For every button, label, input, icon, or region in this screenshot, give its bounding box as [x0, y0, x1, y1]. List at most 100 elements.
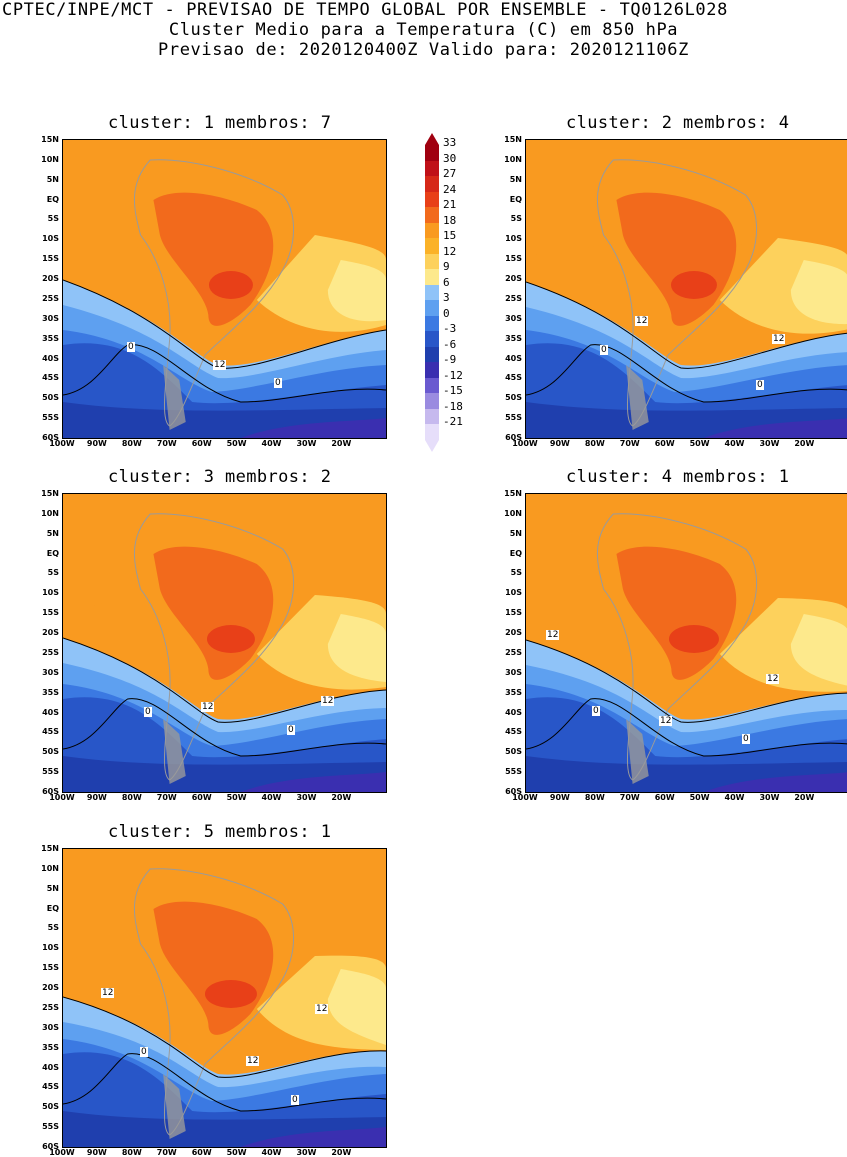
panel-title: cluster: 1 membros: 7 — [108, 113, 332, 133]
colorbar-label: -3 — [443, 322, 457, 335]
lon-tick-label: 30W — [296, 439, 317, 448]
colorbar-label: -21 — [443, 415, 463, 428]
colorbar-label: 9 — [443, 260, 450, 273]
temperature-map: 12 12 0 0 — [62, 493, 387, 793]
lon-tick-label: 20W — [794, 793, 815, 802]
contour-label: 0 — [144, 707, 152, 717]
contour-label: 0 — [592, 706, 600, 716]
lon-tick-label: 90W — [86, 439, 107, 448]
lat-tick-label: 55S — [505, 767, 522, 777]
colorbar-label: 30 — [443, 151, 457, 165]
lat-tick-label: 20S — [42, 983, 59, 993]
lon-tick-label: 50W — [226, 1148, 247, 1157]
colorbar-label: 6 — [443, 275, 450, 289]
lat-tick-label: 10N — [41, 154, 59, 164]
lat-tick-label: 25S — [505, 293, 522, 303]
lat-tick-label: 10S — [42, 943, 59, 953]
lat-tick-label: 5S — [47, 568, 59, 578]
lon-tick-label: 20W — [794, 439, 815, 448]
lon-tick-label: 50W — [689, 793, 710, 802]
lon-tick-label: 90W — [549, 439, 570, 448]
lat-tick-label: 5S — [510, 568, 522, 578]
colorbar-swatch — [425, 222, 439, 238]
lat-tick-label: 10N — [41, 508, 59, 518]
lon-tick-label: 100W — [49, 439, 75, 448]
lon-tick-label: 100W — [512, 793, 538, 802]
lat-tick-label: 30S — [42, 1022, 59, 1032]
temperature-map: 12 12 12 0 0 — [62, 848, 387, 1148]
lat-tick-label: 15S — [505, 608, 522, 618]
lat-tick-label: 10S — [42, 588, 59, 598]
colorbar-swatch — [425, 176, 439, 192]
header-dates: Previsao de: 2020120400Z Valido para: 20… — [158, 40, 689, 60]
lat-tick-label: 5N — [509, 528, 522, 538]
contour-label: 0 — [287, 725, 295, 735]
lat-tick-label: 10S — [505, 588, 522, 598]
colorbar-swatch — [425, 346, 439, 362]
colorbar-label: -15 — [443, 384, 463, 397]
lon-tick-label: 100W — [49, 1148, 75, 1157]
contour-label: 12 — [213, 360, 227, 370]
lat-tick-label: 15S — [42, 963, 59, 973]
lat-tick-label: 5S — [510, 214, 522, 224]
lat-tick-label: 35S — [42, 333, 59, 343]
colorbar-label: 27 — [443, 167, 457, 180]
lon-tick-label: 80W — [121, 793, 142, 802]
contour-label: 12 — [766, 674, 780, 684]
lat-tick-label: 50S — [42, 1102, 59, 1112]
colorbar-label: 18 — [443, 213, 457, 227]
lon-tick-label: 40W — [724, 793, 745, 802]
lat-tick-label: 15S — [42, 254, 59, 264]
lat-tick-label: 15N — [504, 489, 522, 498]
lat-tick-label: EQ — [509, 548, 522, 558]
lon-tick-label: 40W — [261, 793, 282, 802]
lon-tick-label: 60W — [654, 793, 675, 802]
lat-tick-label: 50S — [505, 393, 522, 403]
colorbar-label: -12 — [443, 368, 463, 382]
lat-tick-label: 60S — [42, 1142, 59, 1151]
colorbar-swatch — [425, 284, 439, 300]
lat-tick-label: 30S — [505, 313, 522, 323]
colorbar-label: 21 — [443, 198, 457, 211]
lat-tick-label: 25S — [42, 293, 59, 303]
colorbar-swatch — [425, 408, 439, 424]
lon-tick-label: 80W — [121, 1148, 142, 1157]
lon-tick-label: 100W — [512, 439, 538, 448]
contour-label: 0 — [140, 1047, 148, 1057]
colorbar-swatch — [425, 207, 439, 223]
lat-tick-label: EQ — [46, 194, 59, 204]
colorbar-swatch — [425, 253, 439, 269]
panel-title: cluster: 3 membros: 2 — [108, 467, 332, 487]
contour-label: 12 — [315, 1004, 329, 1014]
lat-tick-label: 50S — [42, 747, 59, 757]
contour-label: 12 — [546, 630, 560, 640]
lat-tick-label: 25S — [42, 1002, 59, 1012]
lon-tick-label: 30W — [759, 793, 780, 802]
colorbar-label: 33 — [443, 136, 457, 149]
colorbar-swatch — [425, 300, 439, 316]
colorbar-label: 0 — [443, 306, 450, 320]
panel-title: cluster: 5 membros: 1 — [108, 822, 332, 842]
lat-tick-label: 45S — [42, 727, 59, 737]
lat-tick-label: 40S — [505, 353, 522, 363]
lat-tick-label: 20S — [42, 274, 59, 284]
lon-tick-label: 60W — [191, 1148, 212, 1157]
colorbar-swatch — [425, 238, 439, 254]
lon-tick-label: 30W — [296, 1148, 317, 1157]
lat-tick-label: 20S — [42, 628, 59, 638]
lon-tick-label: 70W — [156, 1148, 177, 1157]
lat-tick-label: 25S — [42, 647, 59, 657]
contour-label: 12 — [321, 696, 335, 706]
lon-tick-label: 20W — [331, 793, 352, 802]
lat-tick-label: 40S — [42, 707, 59, 717]
lat-tick-label: 5N — [46, 174, 59, 184]
lat-tick-label: 15N — [41, 135, 59, 144]
contour-label: 12 — [659, 716, 673, 726]
colorbar-label: 12 — [443, 244, 457, 258]
lon-tick-label: 40W — [261, 439, 282, 448]
lat-tick-label: 20S — [505, 628, 522, 638]
colorbar-swatch — [425, 377, 439, 393]
contour-label: 0 — [600, 345, 608, 355]
colorbar-label: -18 — [443, 399, 463, 413]
lat-tick-label: 30S — [505, 667, 522, 677]
